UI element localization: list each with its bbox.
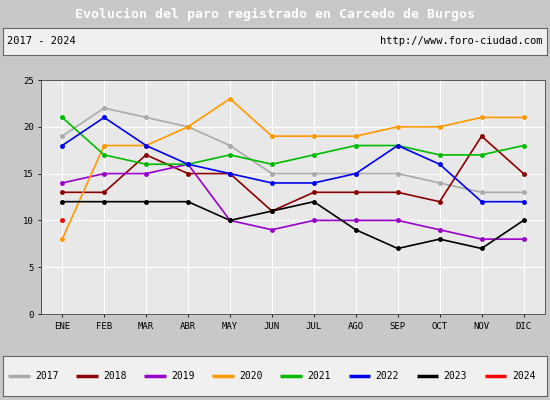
Text: 2023: 2023 [444, 371, 468, 381]
Text: 2019: 2019 [172, 371, 195, 381]
Text: 2017 - 2024: 2017 - 2024 [7, 36, 76, 46]
Text: 2024: 2024 [512, 371, 535, 381]
Text: 2022: 2022 [376, 371, 399, 381]
Text: 2018: 2018 [103, 371, 127, 381]
Text: 2021: 2021 [307, 371, 331, 381]
Text: 2020: 2020 [240, 371, 263, 381]
Text: http://www.foro-ciudad.com: http://www.foro-ciudad.com [381, 36, 543, 46]
Text: Evolucion del paro registrado en Carcedo de Burgos: Evolucion del paro registrado en Carcedo… [75, 8, 475, 20]
Text: 2017: 2017 [35, 371, 59, 381]
